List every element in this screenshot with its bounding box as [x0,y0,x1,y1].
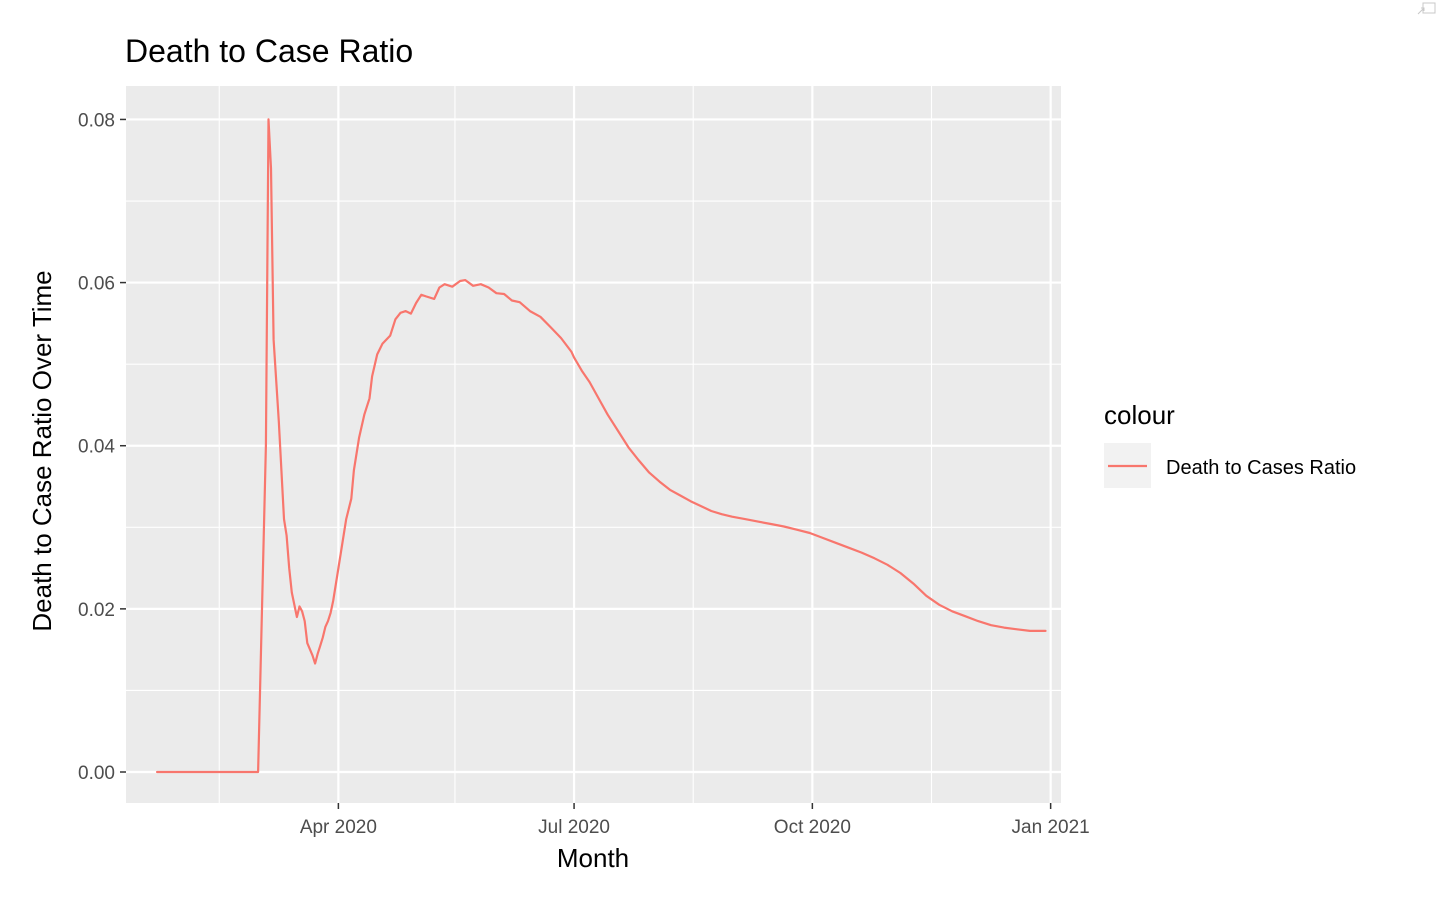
minor-gridlines [126,86,1061,803]
x-tick-label: Apr 2020 [300,817,377,838]
x-axis: Apr 2020 Jul 2020 Oct 2020 Jan 2021 [300,803,1090,838]
legend: colour Death to Cases Ratio [1104,400,1356,488]
y-tick-label: 0.00 [78,763,115,784]
chart-title: Death to Case Ratio [125,33,413,69]
plot-panel [126,86,1061,803]
resize-icon[interactable] [1416,2,1438,16]
y-tick-label: 0.02 [78,600,115,621]
legend-title: colour [1104,400,1175,430]
y-tick-label: 0.06 [78,274,115,295]
y-axis: 0.00 0.02 0.04 0.06 0.08 [78,110,126,784]
x-axis-title: Month [557,843,629,873]
y-tick-label: 0.08 [78,110,115,131]
y-axis-title: Death to Case Ratio Over Time [27,270,57,631]
legend-entry-death-to-cases-ratio: Death to Cases Ratio [1166,457,1356,479]
x-tick-label: Jul 2020 [538,817,610,838]
series-line-death-to-cases-ratio [156,118,1047,774]
major-gridlines [126,86,1061,803]
x-tick-label: Oct 2020 [774,817,851,838]
y-tick-label: 0.04 [78,437,115,458]
x-tick-label: Jan 2021 [1012,817,1090,838]
series-layer [156,118,1047,774]
